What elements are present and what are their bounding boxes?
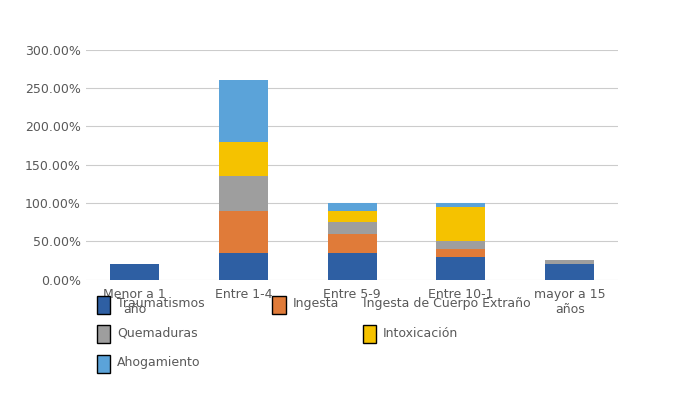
FancyBboxPatch shape [363, 325, 376, 343]
Bar [328, 210, 376, 222]
Text: Ahogamiento: Ahogamiento [117, 356, 200, 369]
Text: Intoxicación: Intoxicación [383, 327, 458, 340]
Bar [328, 222, 376, 234]
Bar [436, 241, 485, 249]
Bar [436, 203, 485, 207]
Bar [436, 249, 485, 256]
Text: Quemaduras: Quemaduras [117, 327, 197, 340]
Text: Ingesta: Ingesta [293, 297, 339, 310]
Text: Traumatismos: Traumatismos [117, 297, 204, 310]
Bar [328, 234, 376, 253]
Bar [436, 256, 485, 280]
FancyBboxPatch shape [272, 295, 286, 314]
Bar [219, 142, 268, 176]
Bar [328, 203, 376, 210]
Bar [328, 253, 376, 280]
Bar [219, 81, 268, 142]
Text: Ingesta de Cuerpo Extraño: Ingesta de Cuerpo Extraño [363, 297, 530, 310]
FancyBboxPatch shape [96, 325, 110, 343]
Bar [545, 260, 594, 264]
Bar [110, 264, 159, 280]
Bar [545, 264, 594, 280]
FancyBboxPatch shape [96, 295, 110, 314]
Bar [219, 253, 268, 280]
Bar [436, 207, 485, 241]
Bar [219, 176, 268, 210]
FancyBboxPatch shape [96, 354, 110, 373]
Bar [219, 210, 268, 253]
